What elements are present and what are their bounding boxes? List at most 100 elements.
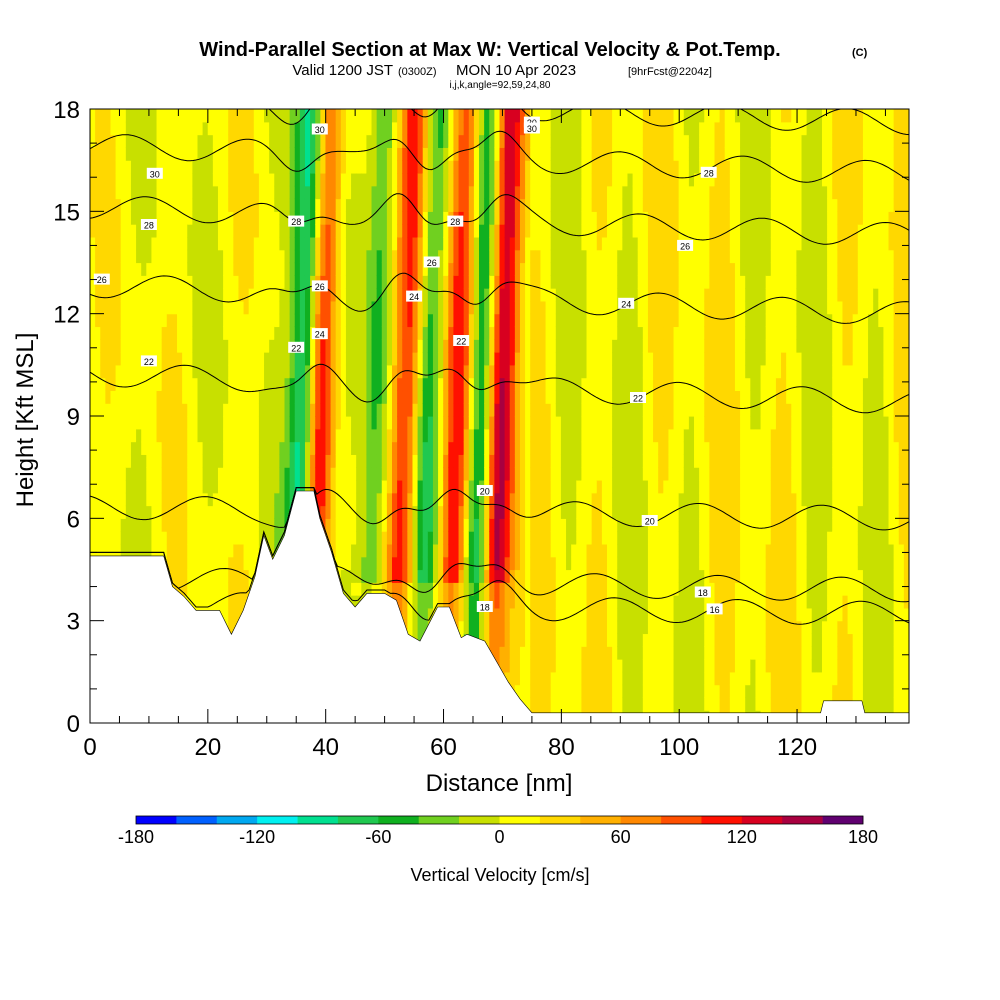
velocity-cell <box>325 416 332 430</box>
velocity-cell <box>279 454 286 468</box>
velocity-cell <box>509 467 516 481</box>
velocity-cell <box>473 403 480 417</box>
velocity-cell <box>519 390 526 404</box>
velocity-cell <box>284 454 291 468</box>
velocity-cell <box>279 313 286 328</box>
velocity-cell <box>514 198 521 212</box>
velocity-cell <box>161 147 168 161</box>
velocity-cell <box>90 505 96 519</box>
velocity-cell <box>443 492 449 507</box>
velocity-cell <box>90 339 96 353</box>
velocity-cell <box>335 377 342 392</box>
velocity-cell <box>115 262 122 276</box>
velocity-cell <box>141 134 147 148</box>
velocity-cell <box>443 288 449 302</box>
velocity-cell <box>484 633 490 647</box>
velocity-cell <box>202 134 209 148</box>
velocity-cell <box>105 160 112 174</box>
velocity-cell <box>351 569 357 583</box>
velocity-cell <box>581 390 588 404</box>
velocity-cell <box>136 403 142 417</box>
velocity-cell <box>141 160 147 174</box>
velocity-cell <box>407 275 414 289</box>
velocity-cell <box>417 236 424 251</box>
velocity-cell <box>540 607 547 622</box>
velocity-cell <box>453 275 460 289</box>
velocity-cell <box>525 582 531 596</box>
velocity-cell <box>612 646 618 660</box>
velocity-cell <box>264 262 270 276</box>
velocity-cell <box>504 454 511 468</box>
velocity-cell <box>504 633 511 647</box>
velocity-cell <box>233 569 240 583</box>
velocity-cell <box>596 313 603 328</box>
velocity-cell <box>248 109 255 123</box>
velocity-cell <box>550 160 557 174</box>
velocity-cell <box>320 390 327 404</box>
velocity-cell <box>509 211 516 225</box>
velocity-cell <box>397 492 403 507</box>
velocity-cell <box>545 518 552 532</box>
velocity-cell <box>438 390 444 404</box>
velocity-cell <box>591 147 598 161</box>
velocity-cell <box>484 582 490 596</box>
velocity-cell <box>612 633 618 647</box>
velocity-cell <box>310 147 316 161</box>
velocity-cell <box>407 262 414 276</box>
velocity-cell <box>366 288 373 302</box>
velocity-cell <box>366 198 373 212</box>
velocity-cell <box>571 211 577 225</box>
velocity-cell <box>432 556 439 571</box>
velocity-cell <box>514 543 521 558</box>
velocity-cell <box>530 109 536 123</box>
velocity-cell <box>171 134 178 148</box>
velocity-cell <box>269 352 275 366</box>
velocity-cell <box>95 160 101 174</box>
velocity-cell <box>130 416 137 430</box>
velocity-cell <box>100 390 106 404</box>
velocity-cell <box>438 198 444 212</box>
velocity-cell <box>335 198 342 212</box>
velocity-cell <box>304 300 311 315</box>
velocity-cell <box>264 147 270 161</box>
velocity-cell <box>166 556 173 571</box>
velocity-cell <box>130 185 137 200</box>
velocity-cell <box>376 224 383 238</box>
velocity-cell <box>361 326 368 340</box>
velocity-cell <box>402 300 408 315</box>
velocity-cell <box>494 390 501 404</box>
velocity-cell <box>560 416 567 430</box>
velocity-cell <box>530 352 536 366</box>
velocity-cell <box>223 262 229 276</box>
velocity-cell <box>141 454 147 468</box>
velocity-cell <box>576 198 582 212</box>
velocity-cell <box>494 505 501 519</box>
velocity-cell <box>494 198 501 212</box>
velocity-cell <box>95 262 101 276</box>
velocity-cell <box>381 428 388 443</box>
velocity-cell <box>330 441 337 455</box>
velocity-cell <box>110 505 117 519</box>
velocity-cell <box>120 147 127 161</box>
velocity-cell <box>141 479 147 494</box>
velocity-cell <box>525 249 531 264</box>
velocity-cell <box>115 403 122 417</box>
velocity-cell <box>612 300 618 315</box>
velocity-cell <box>386 172 393 187</box>
velocity-cell <box>274 390 280 404</box>
velocity-cell <box>156 109 163 123</box>
velocity-cell <box>361 109 368 123</box>
velocity-cell <box>238 339 245 353</box>
velocity-cell <box>530 428 536 443</box>
velocity-cell <box>612 377 618 392</box>
velocity-cell <box>397 121 403 136</box>
velocity-cell <box>166 300 173 315</box>
velocity-cell <box>371 492 378 507</box>
velocity-cell <box>499 211 506 225</box>
velocity-cell <box>325 275 332 289</box>
velocity-cell <box>115 441 122 455</box>
velocity-cell <box>494 236 501 251</box>
velocity-cell <box>427 172 434 187</box>
velocity-cell <box>366 479 373 494</box>
velocity-cell <box>212 569 219 583</box>
